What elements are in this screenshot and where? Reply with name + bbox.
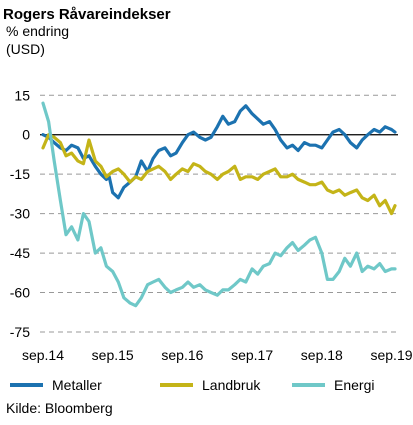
y-tick-label: 15 bbox=[14, 87, 30, 103]
series-lines bbox=[41, 101, 397, 308]
y-tick-label: -60 bbox=[10, 285, 30, 301]
legend: Metaller Landbruk Energi bbox=[10, 377, 374, 393]
legend-label-metaller: Metaller bbox=[52, 377, 102, 393]
x-tick-label: sep.17 bbox=[231, 347, 273, 363]
chart-source: Kilde: Bloomberg bbox=[6, 400, 113, 416]
x-tick-label: sep.14 bbox=[22, 347, 64, 363]
legend-label-energi: Energi bbox=[334, 377, 374, 393]
y-tick-label: -75 bbox=[10, 324, 30, 340]
x-tick-label: sep.19 bbox=[370, 347, 412, 363]
x-tick-label: sep.16 bbox=[161, 347, 203, 363]
legend-label-landbruk: Landbruk bbox=[202, 377, 261, 393]
y-tick-label: 0 bbox=[22, 127, 30, 143]
x-axis-ticks: sep.14 sep.15 sep.16 sep.17 sep.18 sep.19 bbox=[22, 347, 413, 363]
y-tick-label: -45 bbox=[10, 245, 30, 261]
series-line-landbruk bbox=[41, 133, 397, 216]
y-tick-label: -30 bbox=[10, 206, 30, 222]
y-tick-label: -15 bbox=[10, 166, 30, 182]
x-tick-label: sep.18 bbox=[301, 347, 343, 363]
chart-subtitle-line-2: (USD) bbox=[6, 41, 45, 57]
y-axis-ticks: 15 0 -15 -30 -45 -60 -75 bbox=[10, 87, 30, 340]
grid-lines bbox=[40, 94, 398, 333]
series-line-energi bbox=[41, 101, 397, 308]
chart-title: Rogers Råvareindekser bbox=[3, 6, 171, 23]
series-line-metaller bbox=[41, 104, 397, 200]
chart-subtitle-line-1: % endring bbox=[6, 23, 69, 39]
x-tick-label: sep.15 bbox=[92, 347, 134, 363]
